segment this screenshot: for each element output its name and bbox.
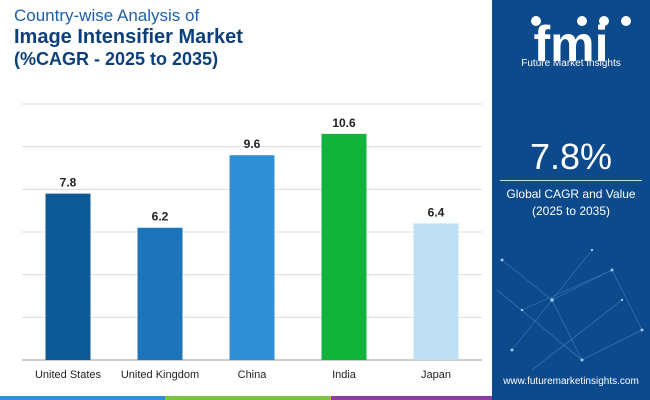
bar-china xyxy=(229,155,275,360)
x-tick-label: Japan xyxy=(421,369,451,381)
bar-united-states xyxy=(45,193,91,360)
fmi-logo-letters: fmi xyxy=(534,16,609,72)
chart-title-line-1: Country-wise Analysis of xyxy=(14,6,200,25)
chart-title-line-2: Image Intensifier Market xyxy=(14,25,243,48)
x-tick-label: China xyxy=(238,369,268,381)
bottom-bar-segment xyxy=(331,396,492,400)
bottom-bar-segment xyxy=(0,396,165,400)
website-url: www.futuremarketinsights.com xyxy=(503,376,639,387)
brand-name: Future Market Insights xyxy=(521,58,621,69)
network-decoration xyxy=(496,248,644,371)
fmi-logo: fmi xyxy=(531,16,631,72)
global-cagr-value: 7.8% xyxy=(529,136,613,177)
data-label: 9.6 xyxy=(244,137,261,151)
logo-dot-icon xyxy=(599,16,609,26)
bottom-bar-segment xyxy=(330,396,331,400)
data-label: 7.8 xyxy=(60,176,77,190)
logo-dot-icon xyxy=(621,16,631,26)
global-cagr-label-line-2: (2025 to 2035) xyxy=(531,204,611,219)
bottom-color-bar xyxy=(0,396,492,400)
bottom-bar-segment xyxy=(165,396,330,400)
bar-united-kingdom xyxy=(137,227,183,360)
bar-india xyxy=(321,133,367,360)
bar-chart-svg: 7.8 United States 6.2 United Kingdom 9.6 Chin… xyxy=(22,103,482,381)
logo-dot-icon xyxy=(577,16,587,26)
global-cagr-label-line-1: Global CAGR and Value xyxy=(506,187,636,201)
bar-chart: 7.8 United States 6.2 United Kingdom 9.6 Chin… xyxy=(0,96,490,390)
chart-title-block: Country-wise Analysis of Image Intensifi… xyxy=(14,6,243,69)
logo-dot-icon xyxy=(531,16,541,26)
chart-subtitle: (%CAGR - 2025 to 2035) xyxy=(14,48,219,69)
summary-panel: fmi Future Market Insights 7.8% Global C… xyxy=(492,0,650,400)
panel-divider xyxy=(500,180,642,181)
x-tick-label: India xyxy=(332,369,357,381)
x-tick-label: United States xyxy=(35,369,102,381)
data-label: 10.6 xyxy=(332,116,356,130)
data-label: 6.4 xyxy=(428,205,445,219)
data-label: 6.2 xyxy=(152,210,169,224)
global-cagr-label: Global CAGR and Value (2025 to 2035) xyxy=(492,186,650,221)
x-tick-label: United Kingdom xyxy=(121,369,199,381)
bar-japan xyxy=(413,223,459,360)
